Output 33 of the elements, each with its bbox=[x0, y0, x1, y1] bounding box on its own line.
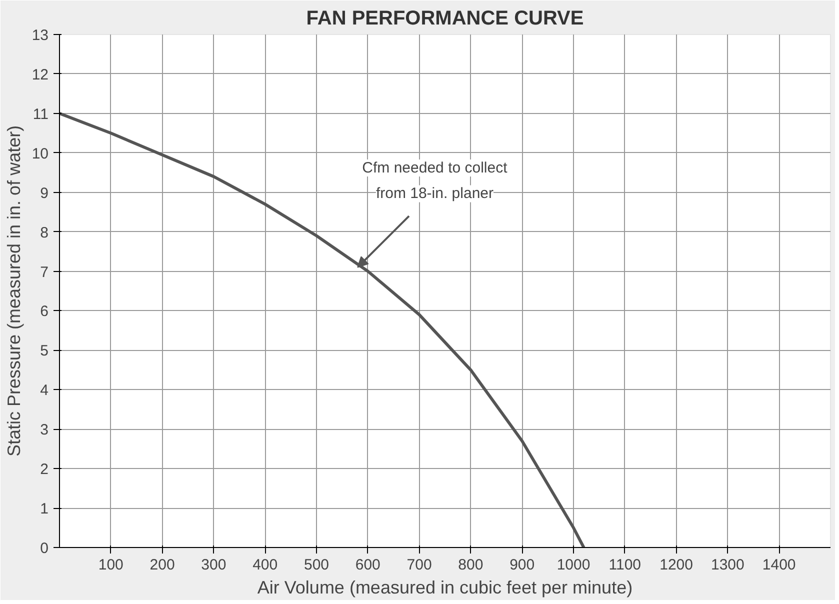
x-tick-label: 1000 bbox=[556, 556, 590, 574]
y-tick-label: 0 bbox=[40, 540, 48, 557]
x-tick-label: 400 bbox=[252, 556, 278, 574]
x-tick-label: 500 bbox=[304, 556, 330, 574]
line-series bbox=[60, 112, 586, 548]
y-tick-label: 5 bbox=[40, 342, 48, 360]
x-tick-label: 900 bbox=[510, 556, 535, 574]
y-tick-label: 9 bbox=[40, 184, 48, 202]
y-tick-label: 3 bbox=[40, 422, 48, 439]
y-tick-label: 7 bbox=[40, 264, 48, 281]
x-tick-label: 200 bbox=[150, 556, 175, 574]
annotation: Cfm needed to collect from 18-in. planer bbox=[362, 160, 508, 202]
x-axis-title: Air Volume (measured in cubic feet per minute) bbox=[257, 578, 633, 598]
x-tick-label: 300 bbox=[201, 556, 226, 574]
y-tick-label: 6 bbox=[40, 303, 48, 320]
y-tick-label: 12 bbox=[32, 66, 49, 84]
y-tick-label: 8 bbox=[40, 224, 48, 242]
y-tick-label: 10 bbox=[32, 145, 49, 162]
y-tick-label: 4 bbox=[40, 382, 48, 400]
x-tick-label: 100 bbox=[98, 556, 124, 574]
y-tick-label: 1 bbox=[40, 500, 48, 518]
y-tick-label: 11 bbox=[32, 106, 49, 123]
x-tick-label: 800 bbox=[458, 556, 484, 574]
y-axis-title: Static Pressure (measured in in. of water) bbox=[4, 125, 24, 457]
y-tick-label: 13 bbox=[32, 27, 49, 44]
x-tick-label: 1100 bbox=[608, 556, 642, 574]
x-tick-label: 1400 bbox=[762, 556, 796, 574]
x-tick-label: 1300 bbox=[711, 556, 744, 574]
x-tick-label: 700 bbox=[406, 556, 432, 574]
chart-title: FAN PERFORMANCE CURVE bbox=[306, 8, 584, 30]
x-tick-label: 1200 bbox=[660, 556, 693, 574]
x-tick-label: 600 bbox=[355, 556, 380, 574]
y-tick-label: 2 bbox=[40, 461, 48, 478]
